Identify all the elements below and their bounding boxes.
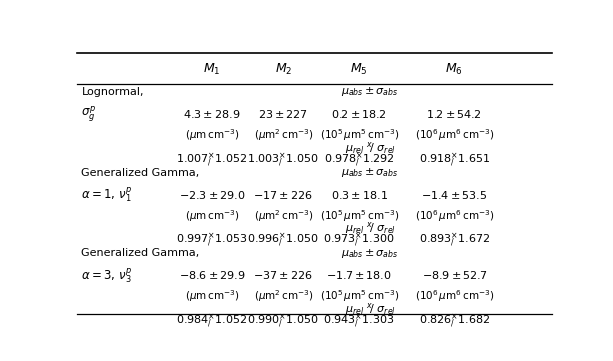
Text: $\mu_{abs}\pm\sigma_{abs}$: $\mu_{abs}\pm\sigma_{abs}$ — [341, 166, 399, 179]
Text: $-8.9\pm52.7$: $-8.9\pm52.7$ — [422, 269, 487, 282]
Text: $-37\pm226$: $-37\pm226$ — [254, 269, 313, 282]
Text: $M_6$: $M_6$ — [446, 62, 463, 77]
Text: $(10^6\,\mu\mathrm{m}^6\mathrm{\,cm}^{-3})$: $(10^6\,\mu\mathrm{m}^6\mathrm{\,cm}^{-3… — [414, 208, 494, 223]
Text: Lognormal,: Lognormal, — [82, 87, 144, 97]
Text: $(10^5\,\mu\mathrm{m}^5\mathrm{\,cm}^{-3})$: $(10^5\,\mu\mathrm{m}^5\mathrm{\,cm}^{-3… — [319, 208, 399, 223]
Text: $-17\pm226$: $-17\pm226$ — [254, 189, 313, 201]
Text: $(\mu\mathrm{m\,cm}^{-3})$: $(\mu\mathrm{m\,cm}^{-3})$ — [185, 127, 239, 143]
Text: $-1.7\pm18.0$: $-1.7\pm18.0$ — [326, 269, 392, 282]
Text: $(\mu\mathrm{m\,cm}^{-3})$: $(\mu\mathrm{m\,cm}^{-3})$ — [185, 208, 239, 223]
Text: $\mu_{rel}\ ^{x}\!/\ \sigma_{rel}$: $\mu_{rel}\ ^{x}\!/\ \sigma_{rel}$ — [345, 301, 396, 317]
Text: $(\mu\mathrm{m}^2\mathrm{\,cm}^{-3})$: $(\mu\mathrm{m}^2\mathrm{\,cm}^{-3})$ — [254, 208, 313, 223]
Text: $(10^5\,\mu\mathrm{m}^5\mathrm{\,cm}^{-3})$: $(10^5\,\mu\mathrm{m}^5\mathrm{\,cm}^{-3… — [319, 127, 399, 143]
Text: $M_1$: $M_1$ — [204, 62, 221, 77]
Text: $0.984^{\times}_{/}1.052$: $0.984^{\times}_{/}1.052$ — [177, 313, 248, 330]
Text: $0.3\pm18.1$: $0.3\pm18.1$ — [331, 189, 388, 201]
Text: $0.893^{\times}_{/}1.672$: $0.893^{\times}_{/}1.672$ — [419, 232, 490, 249]
Text: $\mu_{rel}\ ^{x}\!/\ \sigma_{rel}$: $\mu_{rel}\ ^{x}\!/\ \sigma_{rel}$ — [345, 220, 396, 236]
Text: $-8.6\pm29.9$: $-8.6\pm29.9$ — [179, 269, 245, 282]
Text: $(\mu\mathrm{m}^2\mathrm{\,cm}^{-3})$: $(\mu\mathrm{m}^2\mathrm{\,cm}^{-3})$ — [254, 288, 313, 304]
Text: $\alpha=3,\,\nu_3^p$: $\alpha=3,\,\nu_3^p$ — [82, 266, 133, 285]
Text: $1.007^{\times}_{/}1.052$: $1.007^{\times}_{/}1.052$ — [177, 152, 248, 169]
Text: $0.990^{\times}_{/}1.050$: $0.990^{\times}_{/}1.050$ — [248, 313, 319, 330]
Text: $0.826^{\times}_{/}1.682$: $0.826^{\times}_{/}1.682$ — [419, 313, 490, 330]
Text: $(\mu\mathrm{m}^2\mathrm{\,cm}^{-3})$: $(\mu\mathrm{m}^2\mathrm{\,cm}^{-3})$ — [254, 127, 313, 143]
Text: Generalized Gamma,: Generalized Gamma, — [82, 168, 200, 178]
Text: $(\mu\mathrm{m\,cm}^{-3})$: $(\mu\mathrm{m\,cm}^{-3})$ — [185, 288, 239, 304]
Text: $\mu_{abs}\pm\sigma_{abs}$: $\mu_{abs}\pm\sigma_{abs}$ — [341, 247, 399, 260]
Text: $4.3\pm28.9$: $4.3\pm28.9$ — [183, 108, 241, 120]
Text: Generalized Gamma,: Generalized Gamma, — [82, 248, 200, 258]
Text: $(10^6\,\mu\mathrm{m}^6\mathrm{\,cm}^{-3})$: $(10^6\,\mu\mathrm{m}^6\mathrm{\,cm}^{-3… — [414, 288, 494, 304]
Text: $\mu_{abs}\pm\sigma_{abs}$: $\mu_{abs}\pm\sigma_{abs}$ — [341, 86, 399, 99]
Text: $-2.3\pm29.0$: $-2.3\pm29.0$ — [179, 189, 245, 201]
Text: $0.996^{\times}_{/}1.050$: $0.996^{\times}_{/}1.050$ — [248, 232, 319, 249]
Text: $0.997^{\times}_{/}1.053$: $0.997^{\times}_{/}1.053$ — [176, 232, 248, 249]
Text: $M_2$: $M_2$ — [275, 62, 292, 77]
Text: $(10^6\,\mu\mathrm{m}^6\mathrm{\,cm}^{-3})$: $(10^6\,\mu\mathrm{m}^6\mathrm{\,cm}^{-3… — [414, 127, 494, 143]
Text: $0.943^{\times}_{/}1.303$: $0.943^{\times}_{/}1.303$ — [324, 313, 395, 330]
Text: $-1.4\pm53.5$: $-1.4\pm53.5$ — [421, 189, 487, 201]
Text: $0.2\pm18.2$: $0.2\pm18.2$ — [332, 108, 387, 120]
Text: $1.2\pm54.2$: $1.2\pm54.2$ — [427, 108, 482, 120]
Text: $23\pm227$: $23\pm227$ — [258, 108, 308, 120]
Text: $\sigma_g^p$: $\sigma_g^p$ — [82, 104, 96, 124]
Text: $0.978^{\times}_{/}1.292$: $0.978^{\times}_{/}1.292$ — [324, 152, 395, 169]
Text: $0.918^{\times}_{/}1.651$: $0.918^{\times}_{/}1.651$ — [419, 152, 490, 169]
Text: $\alpha=1,\,\nu_1^p$: $\alpha=1,\,\nu_1^p$ — [82, 185, 133, 204]
Text: $1.003^{\times}_{/}1.050$: $1.003^{\times}_{/}1.050$ — [248, 152, 319, 169]
Text: $M_5$: $M_5$ — [351, 62, 368, 77]
Text: $0.973^{\times}_{/}1.300$: $0.973^{\times}_{/}1.300$ — [324, 232, 395, 249]
Text: $\mu_{rel}\ ^{x}\!/\ \sigma_{rel}$: $\mu_{rel}\ ^{x}\!/\ \sigma_{rel}$ — [345, 140, 396, 156]
Text: $(10^5\,\mu\mathrm{m}^5\mathrm{\,cm}^{-3})$: $(10^5\,\mu\mathrm{m}^5\mathrm{\,cm}^{-3… — [319, 288, 399, 304]
